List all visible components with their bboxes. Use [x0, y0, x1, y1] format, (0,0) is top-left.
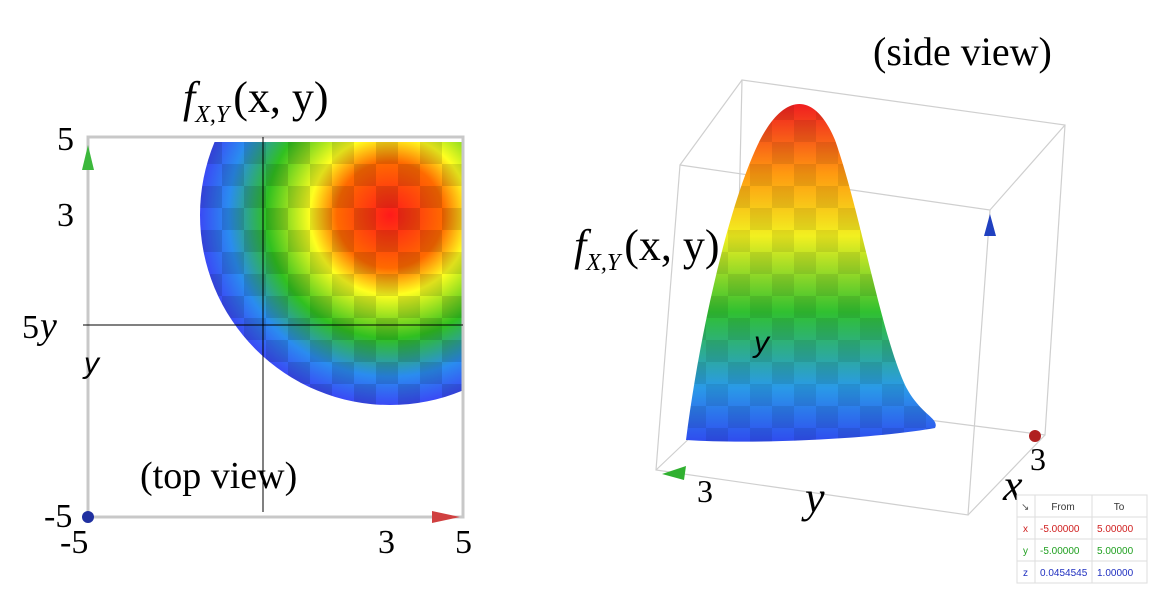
surface-label: y: [752, 326, 771, 359]
range-value: 5.00000: [1097, 546, 1134, 557]
range-value: 0.0454545: [1040, 568, 1088, 579]
axis-name: z: [1023, 568, 1028, 579]
density-heatmap: [200, 142, 463, 405]
x-tick-label: 5: [455, 524, 472, 561]
caption: (side view): [873, 29, 1052, 74]
x-tick-label: 3: [1030, 441, 1046, 477]
plot-title: fX,Y(x, y): [183, 73, 329, 128]
plot-frame: [86, 135, 465, 519]
title-subscript: X,Y: [585, 250, 623, 276]
y-tick-label: 3: [697, 473, 713, 509]
y-axis-label: y: [82, 347, 101, 380]
y-axis-arrow: [82, 145, 94, 170]
range-value: -5.00000: [1040, 546, 1080, 557]
title-subscript: X,Y: [194, 102, 232, 128]
surface-mesh: [686, 104, 936, 442]
title-args: (x, y): [624, 221, 719, 270]
origin-label: -5: [44, 498, 72, 535]
z-axis-marker: [82, 511, 94, 523]
range-value: -5.00000: [1040, 524, 1080, 535]
x-tick-label: 3: [378, 524, 395, 561]
range-value: 5.00000: [1097, 524, 1134, 535]
table-header: From: [1051, 502, 1074, 513]
axis-name: x: [1023, 524, 1028, 535]
axis-name: y: [1023, 546, 1028, 557]
table-header: To: [1114, 502, 1125, 513]
x-tick-label: -5: [60, 524, 88, 561]
title-args: (x, y): [233, 73, 328, 122]
y-tick-label: 5: [22, 309, 39, 346]
z-axis-arrow: [984, 214, 996, 236]
y-axis-label: y: [36, 305, 57, 347]
plot-title: fX,Y(x, y): [574, 221, 720, 276]
caption: (top view): [140, 455, 297, 497]
y-axis-arrow: [662, 466, 686, 480]
side-view: (side view) fX,Y(x, y) y 3 y x 3: [574, 29, 1066, 522]
range-value: 1.00000: [1097, 568, 1134, 579]
y-axis-label: y: [801, 473, 825, 522]
x-axis-marker: [1029, 430, 1041, 442]
table-cell: [1091, 560, 1148, 584]
table-corner: ↘: [1021, 502, 1029, 513]
range-table: ↘ From To x -5.00000 5.00000 y -5.00000 5.000…: [1016, 494, 1148, 584]
top-view: fX,Y(x, y) 5 3 5 y y (top view) -5 -5 3 …: [22, 73, 472, 561]
x-axis-arrow: [432, 511, 460, 523]
y-tick-label: 3: [57, 197, 74, 234]
y-tick-label: 5: [57, 121, 74, 158]
